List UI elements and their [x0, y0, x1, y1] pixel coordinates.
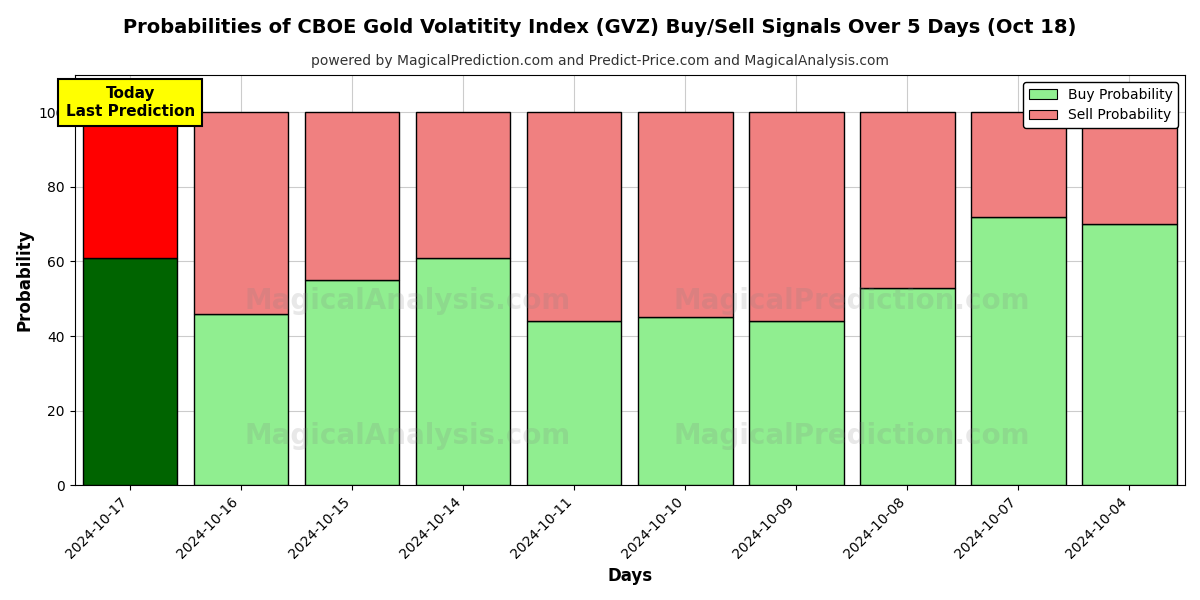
Bar: [860, 112, 955, 287]
Text: Today
Last Prediction: Today Last Prediction: [66, 86, 194, 119]
Text: MagicalPrediction.com: MagicalPrediction.com: [673, 287, 1030, 314]
Y-axis label: Probability: Probability: [16, 229, 34, 331]
Bar: [305, 112, 400, 280]
Bar: [860, 287, 955, 485]
Bar: [305, 280, 400, 485]
Bar: [83, 258, 178, 485]
Bar: [83, 112, 178, 258]
Bar: [1082, 112, 1177, 224]
Text: MagicalAnalysis.com: MagicalAnalysis.com: [245, 287, 571, 314]
X-axis label: Days: Days: [607, 567, 653, 585]
Bar: [527, 112, 622, 321]
Bar: [638, 112, 732, 317]
Bar: [971, 217, 1066, 485]
Bar: [971, 112, 1066, 217]
Text: MagicalAnalysis.com: MagicalAnalysis.com: [245, 422, 571, 450]
Bar: [749, 112, 844, 321]
Text: MagicalPrediction.com: MagicalPrediction.com: [673, 422, 1030, 450]
Bar: [416, 112, 510, 258]
Text: powered by MagicalPrediction.com and Predict-Price.com and MagicalAnalysis.com: powered by MagicalPrediction.com and Pre…: [311, 54, 889, 68]
Bar: [194, 314, 288, 485]
Bar: [638, 317, 732, 485]
Bar: [194, 112, 288, 314]
Text: Probabilities of CBOE Gold Volatitity Index (GVZ) Buy/Sell Signals Over 5 Days (: Probabilities of CBOE Gold Volatitity In…: [124, 18, 1076, 37]
Bar: [416, 258, 510, 485]
Bar: [749, 321, 844, 485]
Bar: [527, 321, 622, 485]
Bar: [1082, 224, 1177, 485]
Legend: Buy Probability, Sell Probability: Buy Probability, Sell Probability: [1024, 82, 1178, 128]
